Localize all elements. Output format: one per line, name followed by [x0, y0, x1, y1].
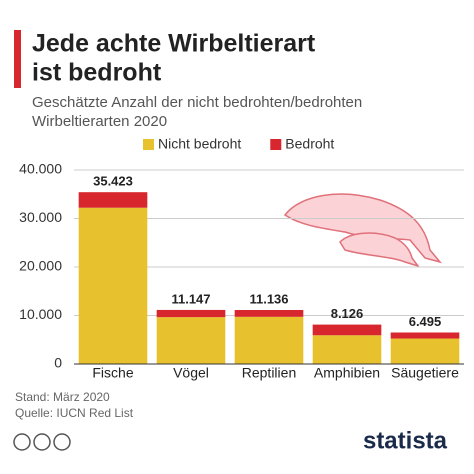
bar-segment [312, 324, 382, 336]
brand-logo: statista [363, 427, 448, 454]
x-tick-label: Fische [92, 365, 133, 381]
legend-label: Bedroht [285, 136, 334, 152]
total-label: 11.147 [171, 291, 210, 306]
subtitle: Geschätzte Anzahl der nicht bedrohten/be… [32, 94, 362, 111]
y-tick-label: 40.000 [19, 161, 62, 177]
footer-note: Quelle: IUCN Red List [15, 406, 134, 420]
license-icons [13, 433, 71, 451]
dolphin-illustration [283, 193, 443, 268]
x-tick-label: Reptilien [242, 365, 296, 381]
legend-swatch [270, 139, 282, 150]
bar-segment [312, 335, 382, 364]
chart-title: Jede achte Wirbeltierart [32, 30, 316, 58]
bar-segment [78, 207, 148, 364]
subtitle: Wirbeltierarten 2020 [32, 113, 167, 130]
bar-segment [78, 192, 148, 208]
y-tick-label: 0 [54, 355, 62, 371]
bar-segment [390, 332, 460, 339]
bar-segment [234, 309, 304, 317]
total-label: 11.136 [249, 291, 288, 306]
x-tick-label: Säugetiere [391, 365, 459, 381]
x-tick-label: Amphibien [314, 365, 380, 381]
footer-note: Stand: März 2020 [15, 390, 110, 404]
legend-label: Nicht bedroht [158, 136, 241, 152]
bar-segment [156, 317, 226, 364]
y-tick-label: 10.000 [19, 306, 62, 322]
y-tick-label: 30.000 [19, 209, 62, 225]
bar-segment [156, 309, 226, 318]
bar-segment [234, 316, 304, 364]
legend-swatch [143, 139, 154, 150]
title-accent [14, 30, 21, 88]
x-tick-label: Vögel [173, 365, 209, 381]
y-tick-label: 20.000 [19, 258, 62, 274]
chart-title: ist bedroht [32, 59, 162, 87]
bar-segment [390, 338, 460, 364]
total-label: 6.495 [409, 314, 442, 329]
total-label: 35.423 [93, 174, 133, 189]
total-label: 8.126 [331, 306, 364, 321]
